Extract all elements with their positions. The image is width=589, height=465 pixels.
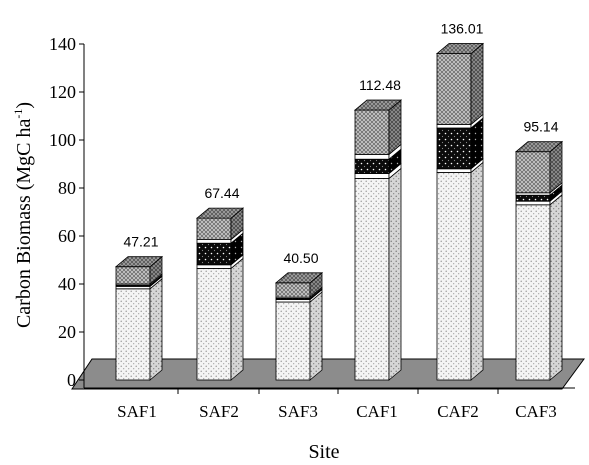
bar-top-face (195, 207, 245, 219)
bar-segment-front (436, 171, 472, 381)
x-tick-label: CAF3 (515, 402, 557, 421)
bar-segment-front (354, 177, 390, 381)
bar-segment-front (515, 204, 551, 381)
bar-segment-front (515, 200, 551, 206)
x-tick-label: SAF2 (199, 402, 239, 421)
bar-segment-front (436, 124, 472, 129)
x-axis-categories: SAF1 SAF2 SAF3 CAF1 CAF2 CAF3 (117, 388, 557, 421)
y-tick-label: 120 (49, 82, 76, 102)
bar-top-face (353, 99, 403, 111)
bars (114, 42, 564, 381)
bar-segment-side (470, 161, 484, 381)
y-tick-label: 140 (49, 34, 76, 54)
bar-caf1 (353, 99, 403, 381)
bar-top-face (114, 256, 164, 268)
data-label-caf1: 112.48 (359, 77, 401, 93)
bar-saf3 (274, 271, 324, 381)
bar-segment-front (436, 53, 472, 125)
y-tick-label: 60 (58, 226, 76, 246)
y-tick-label: 0 (67, 370, 76, 390)
bar-segment-side (309, 291, 323, 381)
bar-segment-front (275, 282, 311, 298)
x-tick-label: SAF3 (278, 402, 318, 421)
y-tick-label: 40 (58, 274, 76, 294)
data-label-caf2: 136.01 (441, 21, 484, 37)
data-label-saf3: 40.50 (283, 250, 318, 266)
bar-segment-front (354, 109, 390, 155)
bar-saf1 (114, 255, 164, 381)
y-tick-label: 20 (58, 322, 76, 342)
bar-segment-side (549, 193, 563, 381)
bar-segment-front (196, 264, 232, 269)
bar-top-face (514, 141, 564, 153)
data-label-caf3: 95.14 (523, 119, 558, 135)
bar-segment-front (196, 242, 232, 266)
bar-segment-side (230, 257, 244, 381)
y-tick-label: 100 (49, 130, 76, 150)
x-axis-title: Site (308, 441, 339, 463)
y-axis-title-main: Carbon Biomass (MgC ha (13, 118, 35, 328)
data-label-saf1: 47.21 (123, 234, 158, 250)
y-axis-title-close: ) (13, 102, 35, 109)
bar-top-face (274, 272, 324, 284)
bar-segment-front (196, 217, 232, 240)
bar-segment-front (115, 288, 151, 381)
bar-segment-front (196, 239, 232, 244)
data-label-saf2: 67.44 (204, 185, 239, 201)
bar-caf2 (435, 42, 485, 381)
bar-segment-front (515, 151, 551, 194)
bar-segment-front (354, 173, 390, 179)
x-tick-label: CAF2 (437, 402, 479, 421)
data-labels: 47.21 67.44 40.50 112.48 136.01 95.14 (123, 21, 558, 266)
bar-segment-front (515, 194, 551, 202)
bar-segment-front (115, 266, 151, 285)
y-tick-label: 80 (58, 178, 76, 198)
bar-saf2 (195, 207, 245, 381)
bar-segment-side (470, 42, 484, 126)
bar-segment-front (436, 168, 472, 173)
bar-segment-side (149, 277, 163, 381)
bar-caf3 (514, 140, 564, 381)
x-tick-label: SAF1 (117, 402, 157, 421)
y-axis-title: Carbon Biomass (MgC ha-1) (11, 102, 35, 328)
bar-segment-front (354, 158, 390, 174)
y-axis: 0 20 40 60 80 100 120 140 (49, 34, 575, 390)
x-tick-label: CAF1 (356, 402, 398, 421)
bar-segment-front (275, 301, 311, 381)
bar-segment-front (196, 267, 232, 381)
bar-segment-side (388, 167, 402, 381)
bar-segment-front (436, 127, 472, 170)
y-axis-title-sup: -1 (11, 109, 25, 119)
bar-segment-front (354, 153, 390, 160)
bar-top-face (435, 43, 485, 54)
